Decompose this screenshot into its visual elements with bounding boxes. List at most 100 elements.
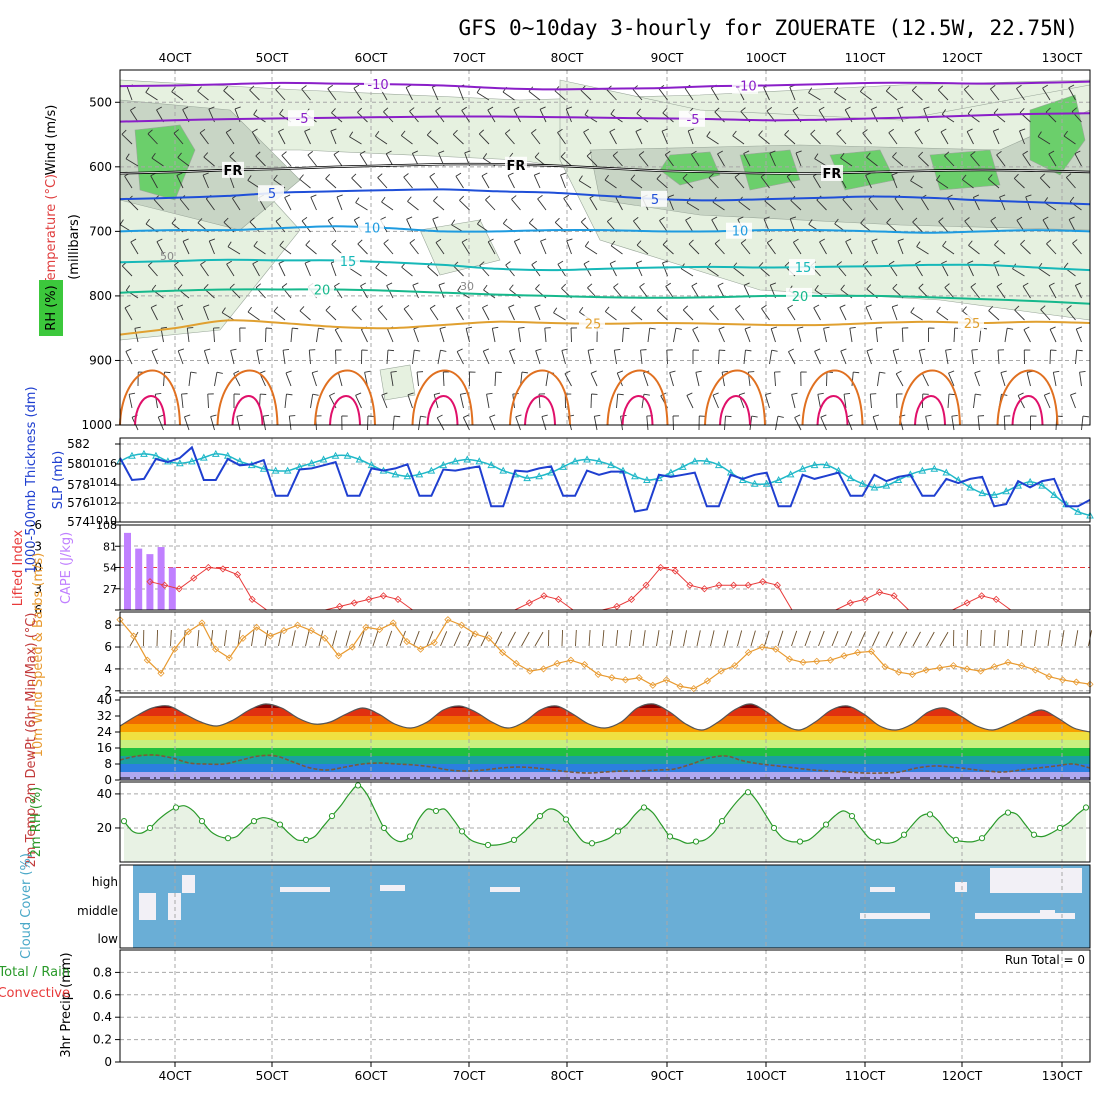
wind-speed-point (416, 645, 425, 653)
thermal-loop-magenta (621, 395, 654, 426)
wind-barb-feather (1013, 173, 1019, 179)
cape-bars (124, 532, 176, 610)
wind-barb (203, 350, 209, 365)
lifted-index-point (365, 595, 373, 603)
wind-barb-feather (865, 172, 872, 176)
contour-label-10: 10 (364, 222, 381, 237)
wind-barb-feather (944, 151, 950, 157)
wind-barb-feather (1076, 326, 1083, 330)
wind-barb-feather (583, 260, 590, 265)
wind-barb-feather (310, 194, 317, 198)
precip-frame (119, 949, 1091, 1063)
wind-barb-feather (380, 216, 387, 221)
wind-barb-feather (771, 326, 778, 330)
wind-barb-feather (1072, 239, 1078, 244)
wind-barb (126, 86, 133, 101)
temp-band (120, 732, 1090, 740)
wind-speed-point (1059, 676, 1067, 684)
wind-barb (609, 263, 617, 277)
wind-barb (810, 133, 821, 145)
wind-barb (1013, 178, 1025, 189)
wind-barb-feather (948, 393, 955, 396)
wind-barb-feather (630, 174, 636, 180)
wind-barb-feather (662, 239, 668, 245)
wind-barb-feather (1074, 150, 1081, 155)
cloud-gap (168, 893, 181, 920)
wind-barb-feather (329, 392, 336, 397)
wind-barb-feather (435, 238, 442, 243)
wind-barb (355, 202, 368, 211)
x-axis-top: 4OCT 5OCT 6OCT 7OCT 8OCT 9OCT 10OCT 11OCT 12OCT 1… (159, 51, 1083, 65)
wind-barb-feather (633, 217, 639, 222)
wind-barb-feather (403, 173, 409, 178)
contour-label-15: 15 (340, 255, 357, 270)
wind-speed-point (662, 676, 671, 684)
wind-barb-feather (438, 150, 445, 154)
thickness-point (822, 461, 831, 469)
contour-label-bg (258, 185, 284, 202)
wind-barb (744, 328, 751, 343)
wind-barb-feather (636, 260, 643, 264)
wind-barb (1048, 153, 1057, 167)
wind-barb (808, 92, 821, 101)
wind-barb (1042, 87, 1051, 101)
wind-barb-feather (896, 370, 902, 375)
wind-speed-point (908, 670, 916, 678)
wind-barb (458, 86, 464, 101)
surface-wind-barb (1061, 630, 1065, 647)
lifted-index-point (525, 599, 533, 607)
cloud-gap (955, 882, 967, 892)
wind-barb-feather (256, 348, 263, 351)
wind-barb-feather (531, 129, 537, 134)
wind-barb-feather (580, 217, 587, 223)
thickness-point (176, 459, 184, 467)
wind-barb-feather (911, 85, 917, 91)
wind-barb-feather (793, 238, 799, 243)
wind-barb (513, 241, 521, 255)
wind-barb (390, 372, 394, 387)
wind-barb-feather (1076, 349, 1083, 352)
wind-speed-point (963, 665, 971, 673)
wind-barb (462, 417, 470, 431)
wind-barb (150, 307, 158, 321)
wind-barb (613, 286, 623, 299)
wind-barb (938, 221, 949, 233)
wind-barb-feather (451, 219, 456, 226)
rh2m-frame (119, 781, 1091, 863)
wind-barb-feather (993, 108, 999, 114)
wind-barb (282, 350, 286, 365)
wind-barb (974, 372, 980, 387)
wind-speed-point (294, 621, 302, 629)
surface-wind-barb (251, 630, 255, 647)
chart-body: 4OCT 5OCT 6OCT 7OCT 8OCT 9OCT 10OCT 11OCT 12OCT 1… (0, 51, 1094, 1083)
wind-barb-feather (709, 305, 715, 310)
x-tick-label-top: 8OCT (551, 51, 584, 65)
wind-barb-feather (767, 238, 773, 244)
thickness-point (571, 457, 579, 465)
wind-speed-point (826, 656, 834, 664)
wind-barb (553, 312, 566, 321)
thickness-point (188, 457, 196, 465)
rh2m-point (900, 831, 908, 838)
wind-barb-feather (554, 217, 560, 223)
run-total-label: Run Total = 0 (1005, 953, 1085, 967)
wind-barb-feather (1068, 84, 1075, 89)
wind-barb-feather (229, 151, 235, 157)
wind-barb (285, 372, 292, 387)
wind-barb-feather (534, 304, 541, 308)
wind-barb-feather (1079, 371, 1086, 373)
wind-barb (147, 265, 158, 277)
lifted-index-point (146, 578, 154, 586)
wind-barb (509, 289, 521, 299)
wind-barb (1068, 87, 1076, 101)
wind-barb (494, 371, 497, 387)
wind-barb-feather (325, 305, 331, 311)
wind-barb-feather (873, 414, 880, 418)
surface-wind-barb (804, 630, 811, 647)
wind-barb (586, 155, 598, 167)
wind-barb-feather (534, 152, 540, 158)
wind-barb (125, 351, 133, 365)
wind-speed-point (785, 655, 794, 663)
wind-barb (891, 306, 898, 321)
wind-barb-feather (708, 173, 714, 179)
